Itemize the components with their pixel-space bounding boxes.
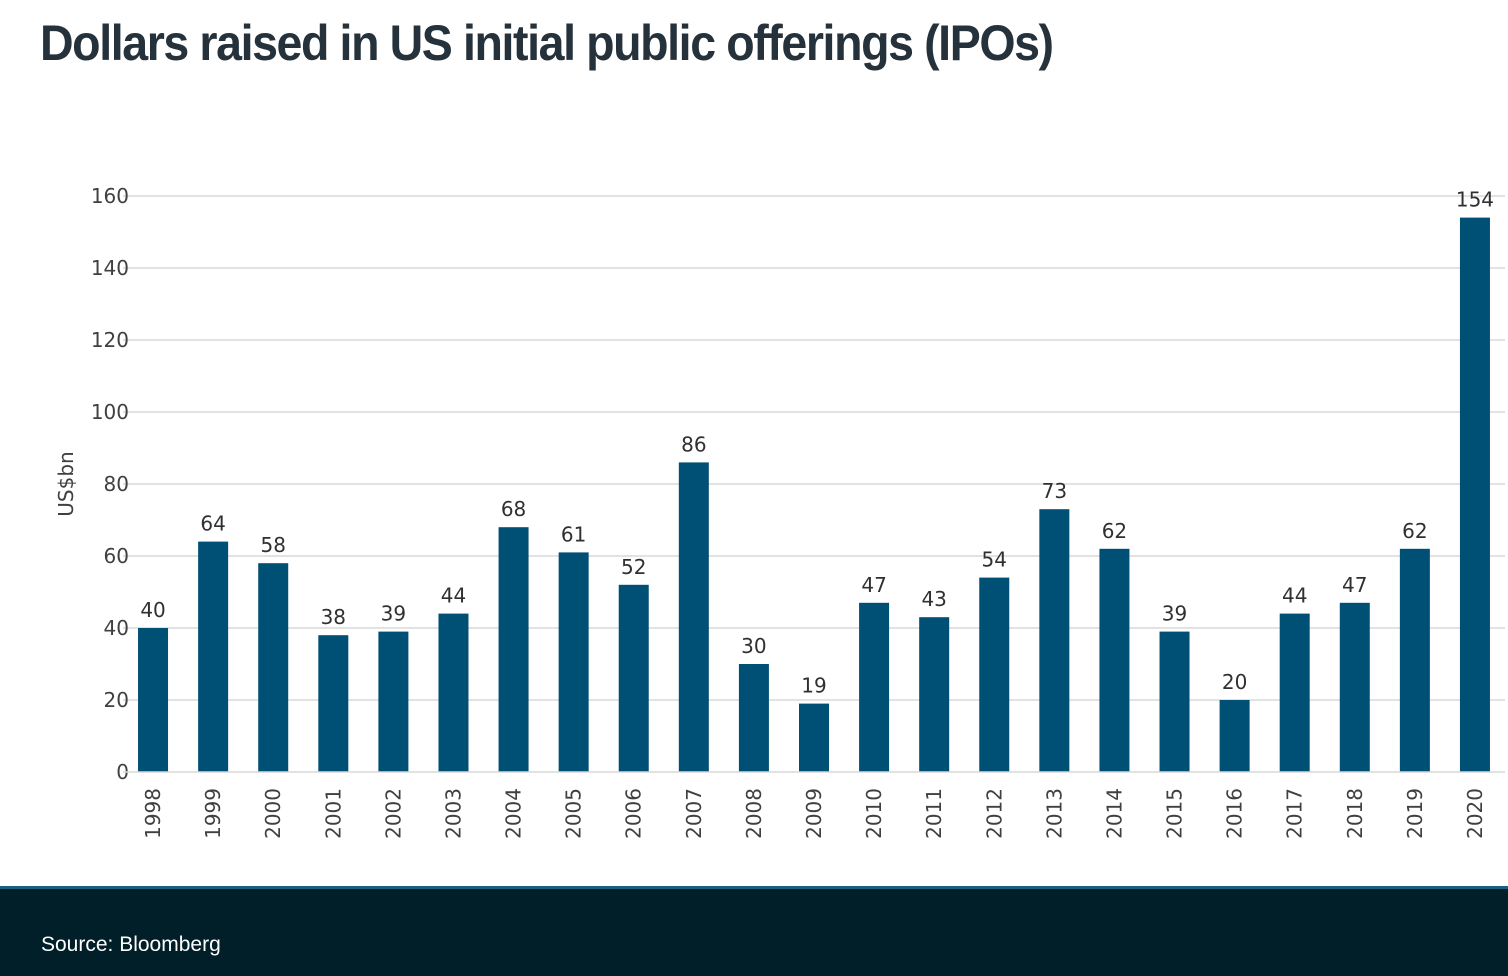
- data-label-2018: 47: [1342, 573, 1367, 597]
- x-axis-ticks: 1998 1999 2000 2001 2002 2003 2004 2005 2006 2007…: [141, 788, 1487, 839]
- data-label-2000: 58: [260, 533, 285, 557]
- bar-2016: [1219, 700, 1250, 772]
- x-tick-label: 2010: [862, 788, 886, 839]
- x-tick-label: 2007: [682, 788, 706, 839]
- bar-1999: [198, 541, 229, 772]
- data-label-2001: 38: [321, 605, 346, 629]
- x-tick-label: 2015: [1163, 788, 1187, 839]
- y-tick-label: 120: [91, 328, 129, 352]
- x-tick-label: 2003: [441, 788, 465, 839]
- x-tick-label: 2018: [1343, 788, 1367, 839]
- x-tick-label: 2009: [802, 788, 826, 839]
- y-tick-label: 20: [104, 688, 129, 712]
- bar-2012: [979, 577, 1010, 772]
- y-tick-label: 40: [104, 616, 129, 640]
- data-label-2019: 62: [1402, 519, 1427, 543]
- bar-2017: [1279, 613, 1310, 772]
- y-tick-label: 60: [104, 544, 129, 568]
- data-label-2004: 68: [501, 497, 526, 521]
- bar-2008: [738, 664, 769, 772]
- bar-2010: [859, 602, 890, 772]
- x-tick-label: 2004: [502, 788, 526, 839]
- x-tick-label: 1999: [201, 788, 225, 839]
- y-tick-label: 0: [116, 760, 129, 784]
- data-labels: 40 64 58 38 39 44 68 61 52 86 30 19 47 43 54 73 62 39 20 44…: [140, 188, 1494, 698]
- y-axis-label: US$bn: [54, 451, 78, 516]
- bar-2018: [1339, 602, 1370, 772]
- bar-2015: [1159, 631, 1190, 772]
- bar-1998: [138, 628, 169, 772]
- data-label-2012: 54: [982, 548, 1007, 572]
- data-label-2006: 52: [621, 555, 646, 579]
- data-label-2009: 19: [801, 674, 826, 698]
- bar-2011: [919, 617, 950, 772]
- gridlines: [123, 195, 1505, 701]
- y-axis-ticks: 0 20 40 60 80 100 120 140 160: [91, 184, 129, 784]
- footer: Source: Bloomberg: [0, 886, 1508, 976]
- y-tick-label: 140: [91, 256, 129, 280]
- x-tick-label: 2016: [1223, 788, 1247, 839]
- x-tick-label: 2008: [742, 788, 766, 839]
- y-tick-label: 100: [91, 400, 129, 424]
- x-tick-label: 2001: [321, 788, 345, 839]
- bar-2000: [258, 563, 289, 772]
- x-tick-label: 2012: [982, 788, 1006, 839]
- bar-2014: [1099, 548, 1130, 772]
- data-label-2017: 44: [1282, 584, 1307, 608]
- data-label-2011: 43: [921, 587, 946, 611]
- x-tick-label: 2005: [562, 788, 586, 839]
- bar-2003: [438, 613, 469, 772]
- y-tick-label: 160: [91, 184, 129, 208]
- bar-2020: [1459, 217, 1490, 773]
- bar-2001: [318, 635, 349, 772]
- data-label-2013: 73: [1042, 479, 1067, 503]
- data-label-2015: 39: [1162, 602, 1187, 626]
- x-tick-label: 2013: [1042, 788, 1066, 839]
- bar-2019: [1399, 548, 1430, 772]
- bar-2004: [498, 527, 529, 772]
- data-label-2005: 61: [561, 522, 586, 546]
- chart-title: Dollars raised in US initial public offe…: [40, 15, 1054, 71]
- bar-2013: [1039, 509, 1070, 772]
- data-label-1999: 64: [200, 512, 225, 536]
- x-tick-label: 2002: [381, 788, 405, 839]
- data-label-2007: 86: [681, 432, 706, 456]
- bar-2005: [558, 552, 589, 772]
- data-label-2014: 62: [1102, 519, 1127, 543]
- x-tick-label: 2014: [1102, 788, 1126, 839]
- y-tick-label: 80: [104, 472, 129, 496]
- x-tick-label: 2020: [1463, 788, 1487, 839]
- x-tick-label: 2011: [922, 788, 946, 839]
- data-label-2016: 20: [1222, 670, 1247, 694]
- bar-2002: [378, 631, 409, 772]
- data-label-1998: 40: [140, 598, 165, 622]
- bars: [138, 217, 1490, 773]
- x-tick-label: 2000: [261, 788, 285, 839]
- bar-2009: [799, 703, 829, 772]
- x-tick-label: 2019: [1403, 788, 1427, 839]
- x-tick-label: 2017: [1283, 788, 1307, 839]
- source-note: Source: Bloomberg: [41, 933, 221, 956]
- x-tick-label: 1998: [141, 788, 165, 839]
- bar-chart: 0 20 40 60 80 100 120 140 160 US$bn 40 64 58 38 39 44…: [54, 184, 1505, 839]
- data-label-2002: 39: [381, 602, 406, 626]
- data-label-2003: 44: [441, 584, 466, 608]
- data-label-2010: 47: [861, 573, 886, 597]
- x-tick-label: 2006: [622, 788, 646, 839]
- data-label-2008: 30: [741, 634, 766, 658]
- bar-2006: [618, 584, 649, 772]
- data-label-2020: 154: [1456, 188, 1494, 212]
- bar-2007: [678, 462, 709, 772]
